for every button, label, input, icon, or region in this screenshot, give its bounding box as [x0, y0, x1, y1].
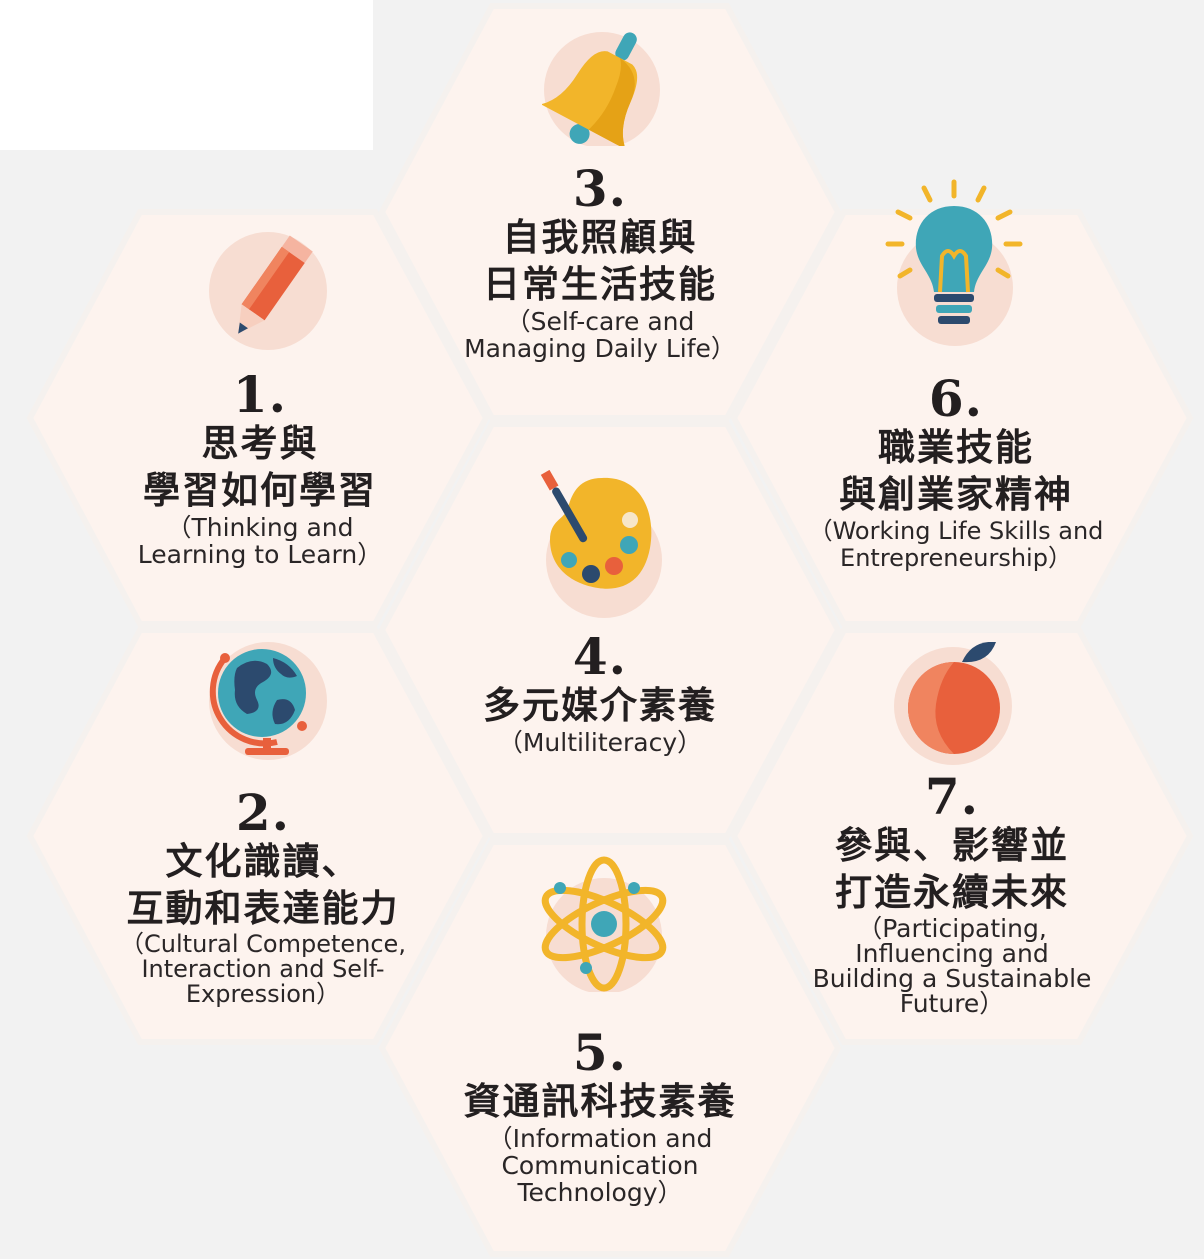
- competency-title-line: 日常生活技能: [483, 263, 717, 306]
- competency-5: 5. 資通訊科技素養 （Information and Communicatio…: [430, 1023, 770, 1207]
- competency-title-line: 職業技能: [878, 426, 1034, 469]
- competency-title-line: 打造永續未來: [835, 871, 1069, 914]
- competency-title-line: 與創業家精神: [839, 473, 1073, 516]
- blank-corner: [0, 0, 373, 150]
- competency-2: 2. 文化識讀、 互動和表達能力 （Cultural Competence, I…: [98, 788, 428, 1007]
- competency-number: 1.: [232, 365, 288, 424]
- hexagon-3: [378, 3, 842, 421]
- hexagon-5: [378, 839, 842, 1257]
- palette-icon: [540, 470, 662, 618]
- competency-english-line: （Cultural Competence,: [120, 930, 406, 958]
- competency-3: 3. 自我照顧與 日常生活技能 （Self-care and Managing …: [430, 159, 770, 363]
- competency-title-line: 自我照顧與: [502, 216, 698, 259]
- globe-icon: [209, 642, 327, 760]
- competency-title-line: 文化識讀、: [165, 840, 361, 883]
- hexagon-7: [730, 627, 1194, 1045]
- competency-english-line: （Working Life Skills and: [808, 517, 1104, 545]
- competency-english-line: Communication: [501, 1151, 699, 1180]
- competency-number: 7.: [924, 767, 980, 826]
- competency-title-line: 學習如何學習: [143, 469, 377, 512]
- hexagon-4: [378, 421, 842, 839]
- competency-english-line: Future）: [899, 989, 1005, 1018]
- competency-english-line: Learning to Learn）: [137, 540, 383, 569]
- competency-english-line: Managing Daily Life）: [464, 334, 736, 363]
- competency-english-line: Building a Sustainable: [812, 964, 1092, 993]
- competency-6: 6. 職業技能 與創業家精神 （Working Life Skills and …: [786, 374, 1126, 572]
- competency-number: 3.: [572, 159, 628, 218]
- competency-english-line: （Self-care and: [505, 307, 695, 336]
- competency-title-line: 資通訊科技素養: [463, 1080, 737, 1123]
- competency-number: 4.: [572, 627, 628, 686]
- competency-english-line: Technology）: [517, 1178, 683, 1207]
- hexagon-2: [26, 627, 490, 1045]
- lightbulb-icon: [885, 179, 1023, 346]
- competency-english-line: （Multiliteracy）: [497, 728, 703, 757]
- competency-title-line: 參與、影響並: [835, 824, 1069, 867]
- competency-english-line: （Information and: [487, 1124, 713, 1153]
- competency-7: 7. 參與、影響並 打造永續未來 （Participating, Influen…: [792, 767, 1112, 1018]
- competency-title-line: 互動和表達能力: [126, 887, 400, 930]
- competency-english-line: （Thinking and: [166, 513, 354, 542]
- hexagon-6: [730, 209, 1194, 627]
- competency-4: 4. 多元媒介素養 （Multiliteracy）: [430, 627, 770, 757]
- bell-icon: [542, 32, 660, 146]
- competency-number: 2.: [235, 783, 291, 842]
- competency-number: 6.: [928, 369, 984, 428]
- competency-1: 1. 思考與 學習如何學習 （Thinking and Learning to …: [110, 365, 410, 569]
- competency-english-line: Influencing and: [855, 939, 1049, 968]
- pencil-icon: [209, 232, 327, 350]
- hexagon-1: [26, 209, 490, 627]
- competency-english-line: Interaction and Self-: [141, 955, 385, 983]
- competency-english-line: Expression）: [185, 980, 341, 1008]
- competency-number: 5.: [572, 1023, 628, 1082]
- competency-title-line: 多元媒介素養: [483, 684, 717, 727]
- competency-title-line: 思考與: [201, 422, 319, 465]
- competency-english-line: Entrepreneurship）: [840, 544, 1072, 572]
- competency-english-line: （Participating,: [857, 914, 1047, 943]
- atom-icon: [541, 856, 667, 992]
- peach-icon: [894, 642, 1012, 765]
